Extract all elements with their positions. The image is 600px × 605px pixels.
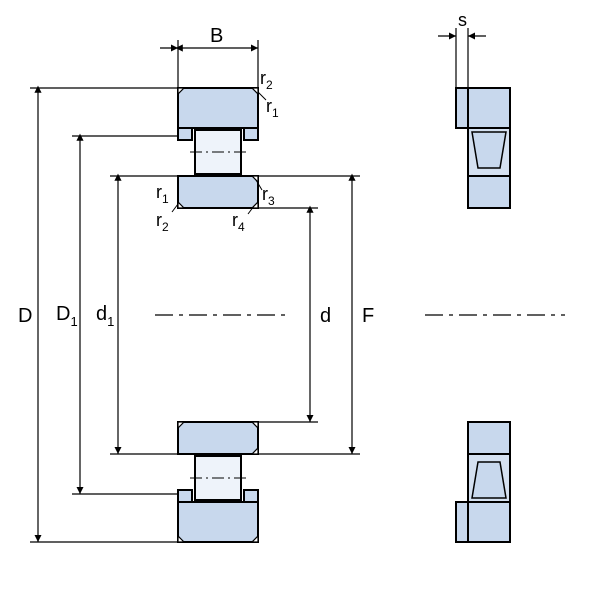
roller-top [190,130,246,174]
label-F: F [362,305,374,327]
label-r2-left: r2 [156,210,169,234]
dim-s: s [438,10,486,88]
svg-text:D1: D1 [56,303,78,329]
label-B: B [210,25,223,47]
right-bottom [456,422,510,542]
dim-F: F [258,176,374,454]
bearing-diagram: D D1 d1 B [0,0,600,600]
label-d: d [320,305,331,327]
left-bearing: D D1 d1 B [18,25,374,542]
label-D: D [18,305,32,327]
label-r3: r3 [262,184,275,208]
label-D1: D [56,303,70,325]
label-r1-top: r1 [266,96,279,120]
roller-bottom [190,456,246,500]
label-r2-top: r2 [260,68,273,92]
inner-ring-top [178,176,258,208]
inner-ring-bottom [178,422,258,454]
right-top [456,88,510,208]
label-D1-sub: 1 [70,314,77,329]
label-r1-left: r1 [156,182,169,206]
label-r4: r4 [232,210,245,234]
label-s: s [458,10,467,30]
label-d1-sub: 1 [107,314,114,329]
svg-text:d1: d1 [96,303,114,329]
right-bearing: s [425,10,565,542]
label-d1: d [96,303,107,325]
dim-B: B [160,25,258,88]
